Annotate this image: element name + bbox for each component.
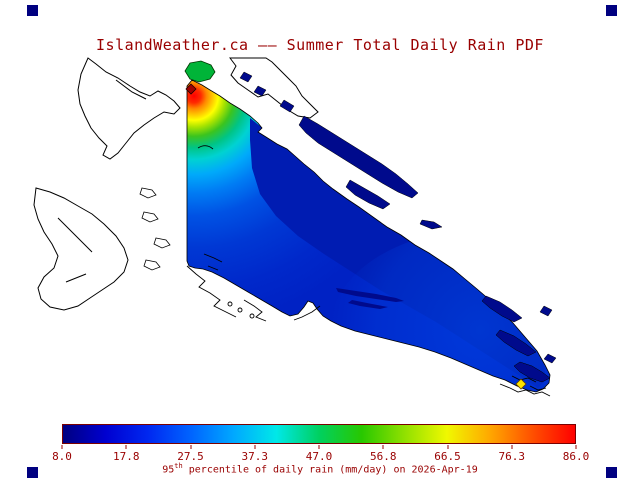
strait-islands bbox=[298, 115, 443, 230]
colorbar-labels: 8.0 17.8 27.5 37.3 47.0 56.8 66.5 76.3 8… bbox=[52, 450, 589, 463]
north-tip-islet bbox=[184, 60, 216, 83]
colorbar-gradient bbox=[62, 424, 576, 444]
corner-mark-bottom-left bbox=[27, 467, 38, 478]
caption-superscript: th bbox=[174, 462, 183, 470]
barkley-sound-coastline bbox=[186, 265, 267, 322]
texada-island bbox=[298, 115, 419, 199]
colorbar-tick-label: 37.3 bbox=[241, 450, 269, 463]
colorbar-tick-label: 66.5 bbox=[434, 450, 461, 463]
victoria-coastline-squiggles bbox=[499, 375, 551, 397]
south-station-diamond-marker bbox=[515, 378, 527, 390]
page-title: IslandWeather.ca –– Summer Total Daily R… bbox=[96, 36, 544, 54]
corner-mark-bottom-right bbox=[606, 467, 617, 478]
south-contour-band bbox=[330, 230, 550, 392]
colorbar-tick-label: 86.0 bbox=[562, 450, 590, 463]
colorbar-ticks bbox=[61, 445, 577, 449]
colorbar-tick-label: 8.0 bbox=[52, 450, 72, 463]
west-coast-landmass bbox=[33, 187, 171, 311]
colorbar-tick-label: 27.5 bbox=[177, 450, 204, 463]
north-station-diamond-marker bbox=[185, 83, 197, 95]
colorbar-tick-label: 17.8 bbox=[113, 450, 140, 463]
colorbar-tick-label: 76.3 bbox=[498, 450, 526, 463]
colorbar-caption: 95th percentile of daily rain (mm/day) o… bbox=[0, 462, 640, 475]
caption-text: percentile of daily rain (mm/day) on 202… bbox=[182, 464, 478, 476]
colorbar-tick-label: 47.0 bbox=[305, 450, 333, 463]
corner-mark-top-left bbox=[27, 5, 38, 16]
colorbar-tick-label: 56.8 bbox=[370, 450, 397, 463]
mainland-top-coast bbox=[229, 57, 319, 119]
mainland-northwest-coast bbox=[77, 57, 181, 160]
vancouver-island-data-region bbox=[186, 79, 551, 393]
gulf-islands bbox=[481, 295, 557, 397]
corner-mark-top-right bbox=[606, 5, 617, 16]
island-lakes-and-inlets bbox=[197, 145, 404, 321]
caption-prefix: 95 bbox=[162, 464, 175, 476]
